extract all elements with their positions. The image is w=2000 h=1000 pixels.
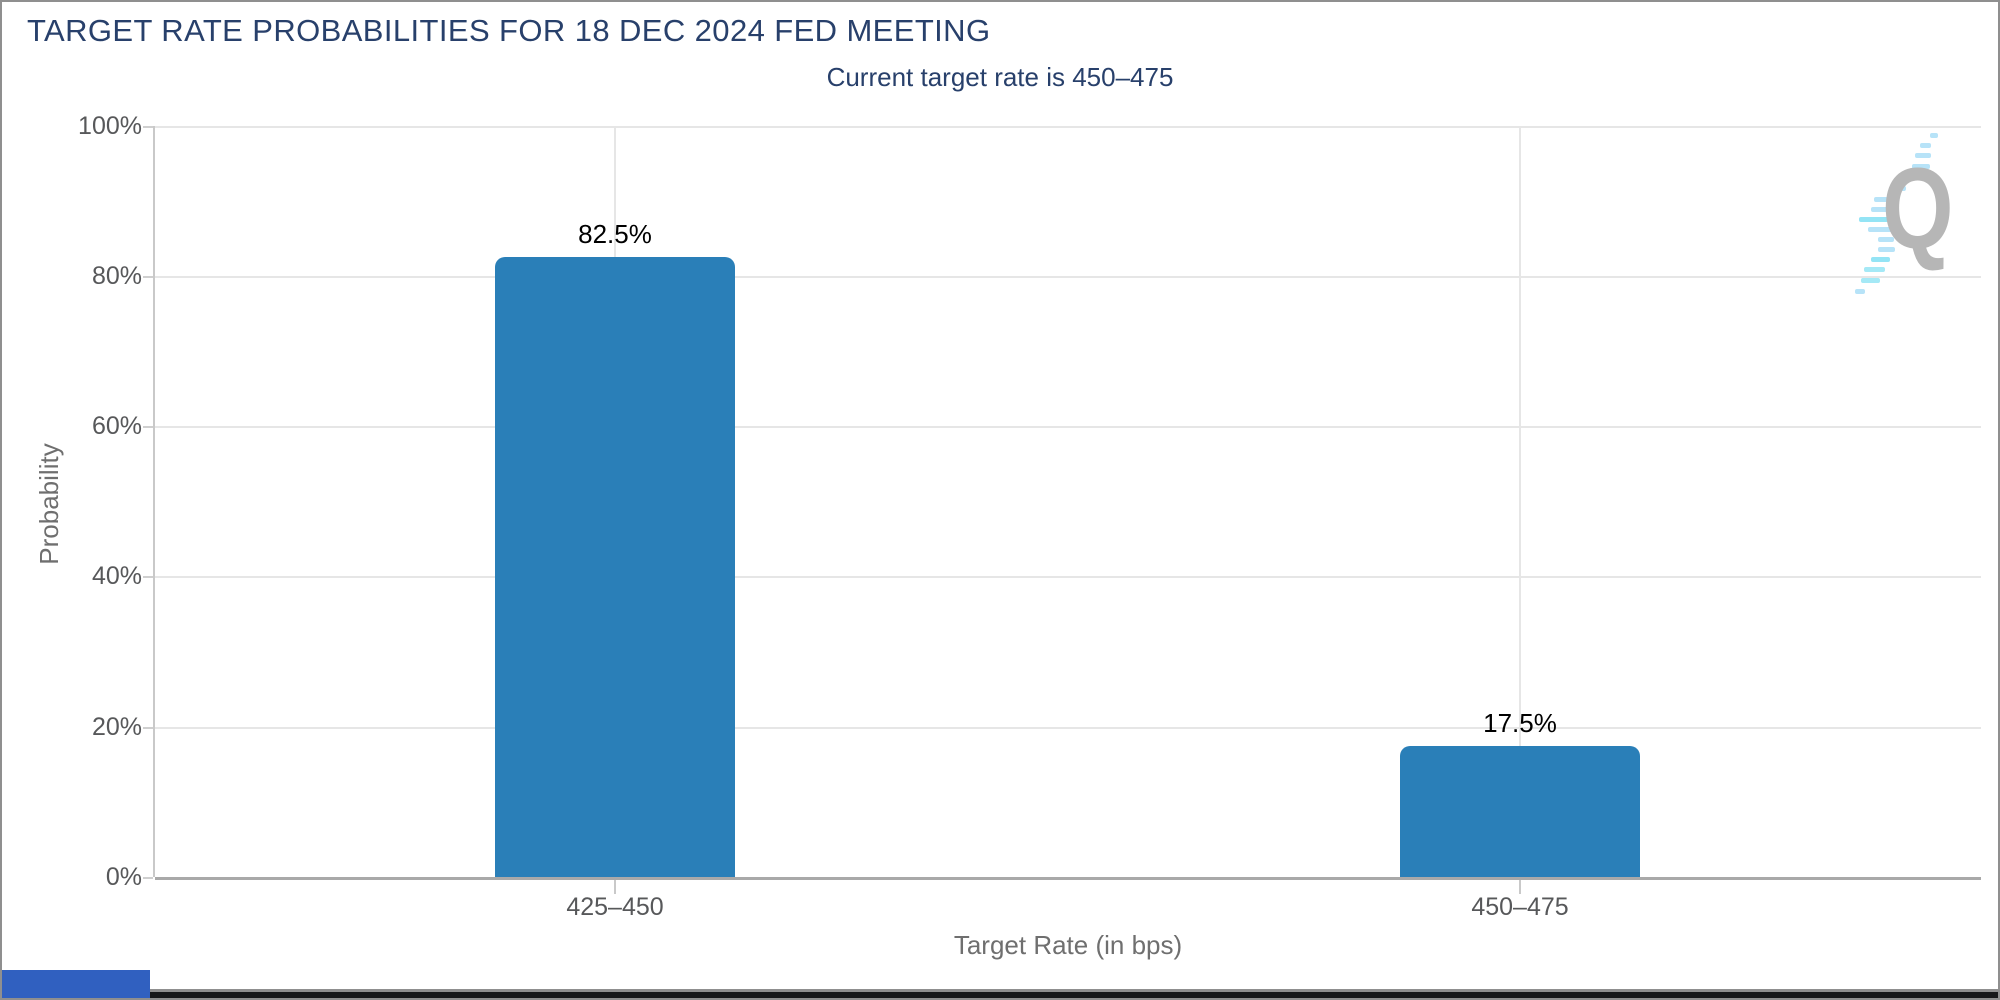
- y-axis-title: Probability: [34, 443, 64, 565]
- bar-425-450[interactable]: [495, 257, 735, 877]
- chart-subtitle: Current target rate is 450–475: [826, 62, 1174, 92]
- x-tick: [1519, 880, 1521, 894]
- y-tick-label: 80%: [91, 262, 142, 290]
- y-tick-label: 100%: [78, 112, 142, 140]
- chart-title: TARGET RATE PROBABILITIES FOR 18 DEC 202…: [27, 13, 991, 48]
- x-tick: [614, 880, 616, 894]
- y-tick: [143, 727, 153, 729]
- gridline-40: [155, 576, 1981, 578]
- y-tick-label: 40%: [91, 562, 142, 590]
- y-tick-label: 0%: [105, 863, 142, 891]
- gridline-20: [155, 727, 1981, 729]
- gridline-100: [155, 126, 1981, 128]
- x-axis-line: [155, 877, 1981, 880]
- corner-accent: [2, 970, 150, 998]
- y-tick-label: 20%: [91, 713, 142, 741]
- x-tick-label: 450–475: [1471, 893, 1569, 921]
- y-tick: [143, 576, 153, 578]
- y-tick-label: 60%: [91, 412, 142, 440]
- y-tick: [143, 276, 153, 278]
- bar-value-label: 17.5%: [1483, 708, 1557, 738]
- x-axis-title: Target Rate (in bps): [953, 930, 1183, 960]
- gridline-60: [155, 426, 1981, 428]
- x-tick-label: 425–450: [566, 893, 664, 921]
- y-axis-line: [153, 126, 155, 877]
- gridline-80: [155, 276, 1981, 278]
- bar-value-label: 82.5%: [578, 219, 652, 249]
- bar-450-475[interactable]: [1400, 746, 1640, 877]
- y-tick: [143, 126, 153, 128]
- window-bottom-bar: [2, 992, 1998, 998]
- y-tick: [143, 426, 153, 428]
- y-tick: [143, 877, 153, 879]
- frame-bottom-border: [2, 989, 1998, 992]
- gridline-category-2: [1519, 126, 1521, 877]
- q-logo-icon: Q: [1882, 145, 1954, 273]
